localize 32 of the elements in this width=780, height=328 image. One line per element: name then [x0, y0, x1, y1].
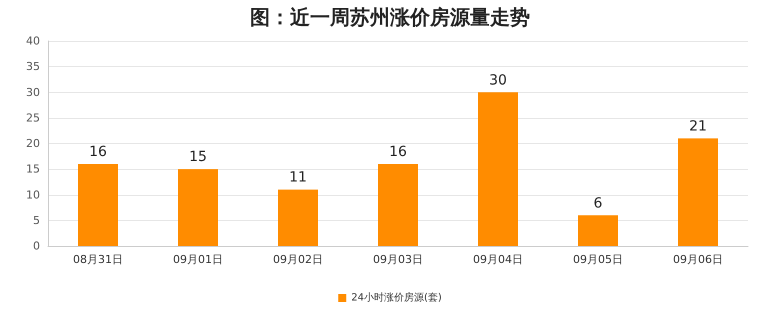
- x-tick-label: 09月04日: [473, 253, 523, 266]
- data-label: 16: [89, 144, 107, 160]
- x-tick-label: 08月31日: [73, 253, 123, 266]
- y-tick-label: 40: [26, 34, 40, 48]
- y-tick-label: 10: [26, 188, 40, 202]
- data-label: 21: [689, 118, 707, 134]
- x-tick-label: 09月05日: [573, 253, 623, 266]
- data-label: 16: [389, 144, 407, 160]
- x-tick-label: 09月03日: [373, 253, 423, 266]
- y-tick-label: 5: [33, 214, 40, 227]
- data-label: 15: [189, 149, 207, 166]
- y-tick-label: 35: [26, 60, 40, 74]
- x-tick-label: 09月01日: [173, 253, 223, 266]
- x-tick-label: 09月02日: [273, 253, 323, 266]
- bar: [378, 164, 418, 246]
- bar: [578, 215, 618, 246]
- x-tick-label: 09月06日: [673, 253, 723, 266]
- legend-label: 24小时涨价房源(套): [351, 292, 442, 304]
- y-tick-label: 15: [26, 162, 40, 176]
- data-label: 30: [489, 72, 507, 88]
- chart-title: 图：近一周苏州涨价房源量走势: [250, 5, 530, 29]
- data-label: 6: [594, 195, 603, 212]
- bar: [78, 164, 118, 246]
- y-tick-label: 0: [33, 240, 40, 252]
- bar: [678, 138, 718, 246]
- bar: [178, 169, 218, 246]
- y-tick-label: 25: [26, 111, 40, 124]
- bar: [278, 190, 318, 246]
- data-label: 11: [289, 170, 307, 186]
- y-tick-label: 30: [26, 86, 40, 99]
- y-tick-label: 20: [26, 137, 40, 150]
- bar: [478, 92, 518, 246]
